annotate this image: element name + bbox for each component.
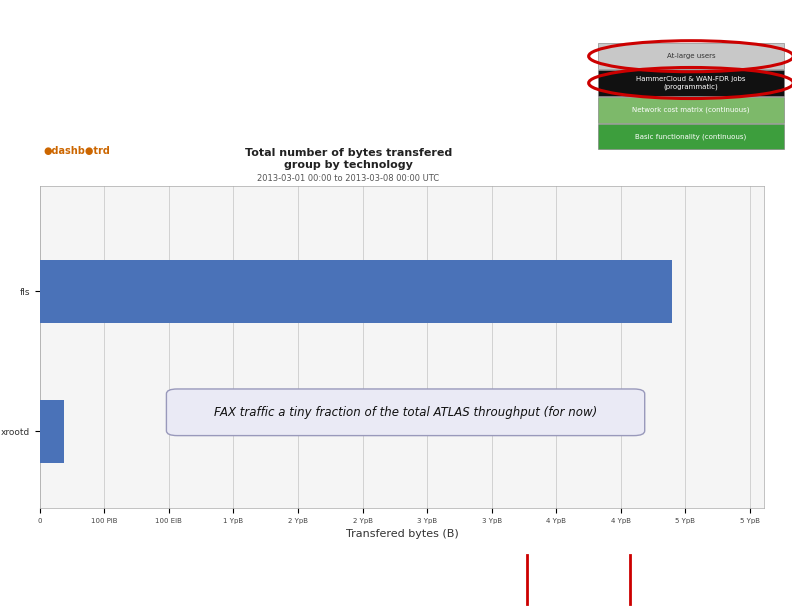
Bar (598, 43, 784, 69)
Bar (598, 124, 784, 149)
Text: THE UNIVERSITY OF: THE UNIVERSITY OF (547, 566, 609, 571)
Text: CHICAGO: CHICAGO (546, 585, 610, 598)
Text: Network cost matrix (continuous): Network cost matrix (continuous) (632, 106, 750, 113)
Text: At-large users: At-large users (667, 53, 715, 59)
Text: efi.uchicago.edu: efi.uchicago.edu (672, 564, 746, 573)
Bar (598, 97, 784, 122)
Text: 31: 31 (16, 572, 35, 588)
Text: FAX traffic a tiny fraction of the total ATLAS throughput (for now): FAX traffic a tiny fraction of the total… (214, 406, 597, 419)
Bar (40, 400, 64, 463)
Text: 2013-03-01 00:00 to 2013-03-08 00:00 UTC: 2013-03-01 00:00 to 2013-03-08 00:00 UTC (257, 174, 440, 184)
X-axis label: Transfered bytes (B): Transfered bytes (B) (345, 529, 459, 539)
Text: Total number of bytes transfered: Total number of bytes transfered (245, 147, 452, 157)
Bar (598, 70, 784, 96)
Text: Basic functionality (continuous): Basic functionality (continuous) (635, 133, 747, 140)
Text: ●dashb●trd: ●dashb●trd (44, 146, 110, 156)
Text: ATLAS throughputs (from US): ATLAS throughputs (from US) (10, 30, 495, 58)
FancyBboxPatch shape (166, 389, 645, 436)
Text: ci.uchicago.edu: ci.uchicago.edu (673, 589, 744, 599)
Text: group by technology: group by technology (284, 160, 413, 170)
Text: HammerCloud & WAN-FDR jobs
(programmatic): HammerCloud & WAN-FDR jobs (programmatic… (636, 76, 746, 90)
Bar (40, 259, 672, 323)
